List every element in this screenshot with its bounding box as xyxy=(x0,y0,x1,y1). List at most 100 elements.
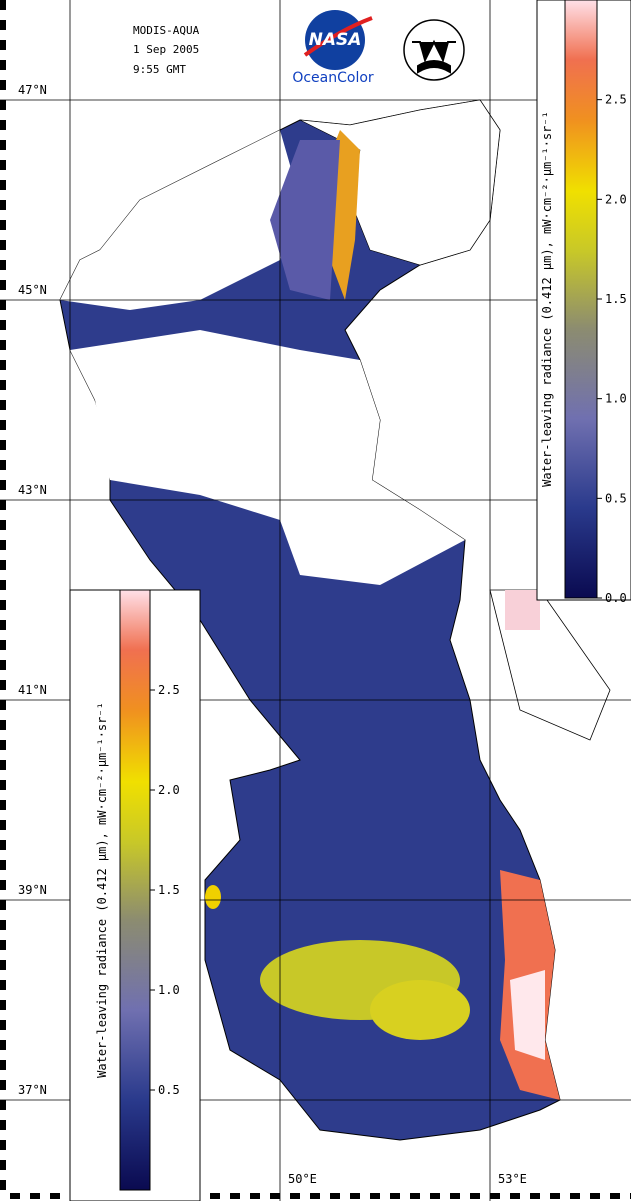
time: 9:55 GMT xyxy=(133,63,186,76)
edge-tick xyxy=(470,1193,480,1199)
edge-tick xyxy=(0,260,6,270)
colorbar-title: Water-leaving radiance (0.412 µm), mW·cm… xyxy=(95,702,109,1078)
edge-tick xyxy=(570,1193,580,1199)
edge-tick xyxy=(0,160,6,170)
edge-tick xyxy=(0,1140,6,1150)
edge-tick xyxy=(230,1193,240,1199)
edge-tick xyxy=(0,1060,6,1070)
lat-label: 43°N xyxy=(18,483,47,497)
edge-tick xyxy=(330,1193,340,1199)
edge-tick xyxy=(0,20,6,30)
lat-label: 45°N xyxy=(18,283,47,297)
colorbar-tick-label: 0.0 xyxy=(605,591,627,605)
edge-tick xyxy=(0,1120,6,1130)
lon-label: 50°E xyxy=(288,1172,317,1186)
edge-tick xyxy=(0,320,6,330)
edge-tick xyxy=(0,760,6,770)
edge-tick xyxy=(0,80,6,90)
colorbar-tick-label: 2.0 xyxy=(158,783,180,797)
colorbar-tick-label: 2.5 xyxy=(605,93,627,107)
edge-tick xyxy=(0,740,6,750)
colorbar-tick-label: 1.5 xyxy=(158,883,180,897)
edge-tick xyxy=(550,1193,560,1199)
edge-tick xyxy=(0,420,6,430)
edge-tick xyxy=(0,200,6,210)
edge-tick xyxy=(0,640,6,650)
edge-tick xyxy=(0,980,6,990)
edge-tick xyxy=(530,1193,540,1199)
colorbar-tick-label: 0.5 xyxy=(158,1083,180,1097)
edge-tick xyxy=(0,620,6,630)
edge-tick xyxy=(0,400,6,410)
edge-tick xyxy=(590,1193,600,1199)
edge-tick xyxy=(0,1100,6,1110)
lat-label: 39°N xyxy=(18,883,47,897)
edge-tick xyxy=(0,1180,6,1190)
colorbar-tick-label: 2.0 xyxy=(605,192,627,206)
edge-tick xyxy=(0,60,6,70)
edge-tick xyxy=(0,820,6,830)
edge-tick xyxy=(0,100,6,110)
edge-tick xyxy=(0,1160,6,1170)
edge-tick xyxy=(0,660,6,670)
edge-tick xyxy=(0,580,6,590)
edge-tick xyxy=(250,1193,260,1199)
edge-tick xyxy=(350,1193,360,1199)
edge-tick xyxy=(0,680,6,690)
edge-tick xyxy=(0,1040,6,1050)
edge-tick xyxy=(0,860,6,870)
edge-tick xyxy=(0,1080,6,1090)
colorbars: Water-leaving radiance (0.412 µm), mW·cm… xyxy=(69,0,631,1201)
edge-tick xyxy=(0,780,6,790)
edge-tick xyxy=(0,800,6,810)
edge-tick xyxy=(0,1000,6,1010)
edge-tick xyxy=(490,1193,500,1199)
lat-label: 41°N xyxy=(18,683,47,697)
edge-tick xyxy=(0,840,6,850)
edge-tick xyxy=(370,1193,380,1199)
edge-tick xyxy=(0,240,6,250)
edge-tick xyxy=(0,600,6,610)
edge-tick xyxy=(0,700,6,710)
nasa-logo xyxy=(305,10,365,70)
institute-mark xyxy=(412,39,456,74)
edge-tick xyxy=(0,140,6,150)
institute-logo xyxy=(403,19,465,81)
edge-tick xyxy=(0,480,6,490)
edge-tick xyxy=(290,1193,300,1199)
edge-tick xyxy=(0,380,6,390)
edge-tick xyxy=(0,0,6,10)
edge-tick xyxy=(0,360,6,370)
lat-label: 37°N xyxy=(18,1083,47,1097)
colorbar xyxy=(119,589,151,1191)
edge-tick xyxy=(0,520,6,530)
edge-tick xyxy=(430,1193,440,1199)
edge-tick xyxy=(390,1193,400,1199)
edge-tick xyxy=(410,1193,420,1199)
edge-tick xyxy=(0,880,6,890)
edge-tick xyxy=(270,1193,280,1199)
colorbar-tick-label: 0.5 xyxy=(605,491,627,505)
colorbar-tick-label: 2.5 xyxy=(158,683,180,697)
sensor: MODIS-AQUA xyxy=(133,24,200,37)
colorbar xyxy=(564,0,598,599)
edge-tick xyxy=(0,300,6,310)
edge-tick xyxy=(0,280,6,290)
colorbar-tick-label: 1.0 xyxy=(158,983,180,997)
edge-tick xyxy=(0,940,6,950)
edge-tick xyxy=(10,1193,20,1199)
edge-tick xyxy=(0,960,6,970)
edge-tick xyxy=(0,920,6,930)
edge-tick xyxy=(450,1193,460,1199)
edge-tick xyxy=(0,720,6,730)
edge-tick xyxy=(0,1020,6,1030)
colorbar-tick-label: 1.5 xyxy=(605,292,627,306)
edge-tick xyxy=(0,340,6,350)
sea xyxy=(59,99,611,1141)
edge-tick xyxy=(0,40,6,50)
edge-tick xyxy=(210,1193,220,1199)
edge-tick xyxy=(610,1193,620,1199)
edge-tick xyxy=(0,460,6,470)
oceancolor-text: OceanColor xyxy=(292,70,374,86)
